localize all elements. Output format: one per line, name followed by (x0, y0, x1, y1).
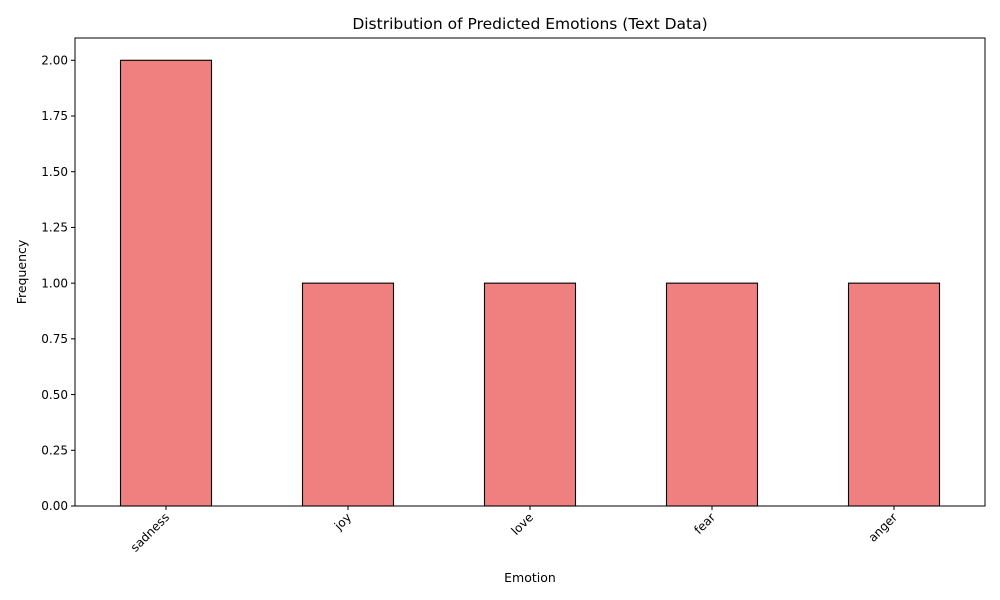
y-ticks-group: 0.00 0.25 0.50 0.75 1.00 1.25 1.50 1.75 2.00 (41, 53, 75, 513)
y-tick-label: 2.00 (41, 53, 68, 67)
y-tick-label: 0.25 (41, 443, 68, 457)
x-tick-label-anger: anger (866, 510, 901, 545)
plot-frame (74, 37, 986, 507)
y-tick-label: 1.00 (41, 276, 68, 290)
bar-love (483, 282, 577, 507)
y-tick-label: 0.75 (41, 332, 68, 346)
bar-fear (665, 282, 759, 507)
y-tick-label: 0.00 (41, 499, 68, 513)
y-tick-label: 0.50 (41, 388, 68, 402)
bars-group (119, 59, 941, 507)
bar-sadness (119, 59, 213, 507)
x-tick-label-joy: joy (331, 510, 354, 533)
x-ticks-group: sadness joy love fear anger (128, 506, 900, 555)
bar-joy (301, 282, 395, 507)
x-tick-label-fear: fear (691, 510, 718, 537)
bar-anger (847, 282, 941, 507)
y-axis-label: Frequency (14, 239, 29, 304)
y-tick-label: 1.75 (41, 109, 68, 123)
x-tick-label-love: love (508, 510, 536, 538)
y-tick-label: 1.50 (41, 165, 68, 179)
y-tick-label: 1.25 (41, 221, 68, 235)
chart-title: Distribution of Predicted Emotions (Text… (352, 15, 707, 33)
x-tick-label-sadness: sadness (128, 510, 172, 554)
x-axis-label: Emotion (504, 570, 556, 585)
